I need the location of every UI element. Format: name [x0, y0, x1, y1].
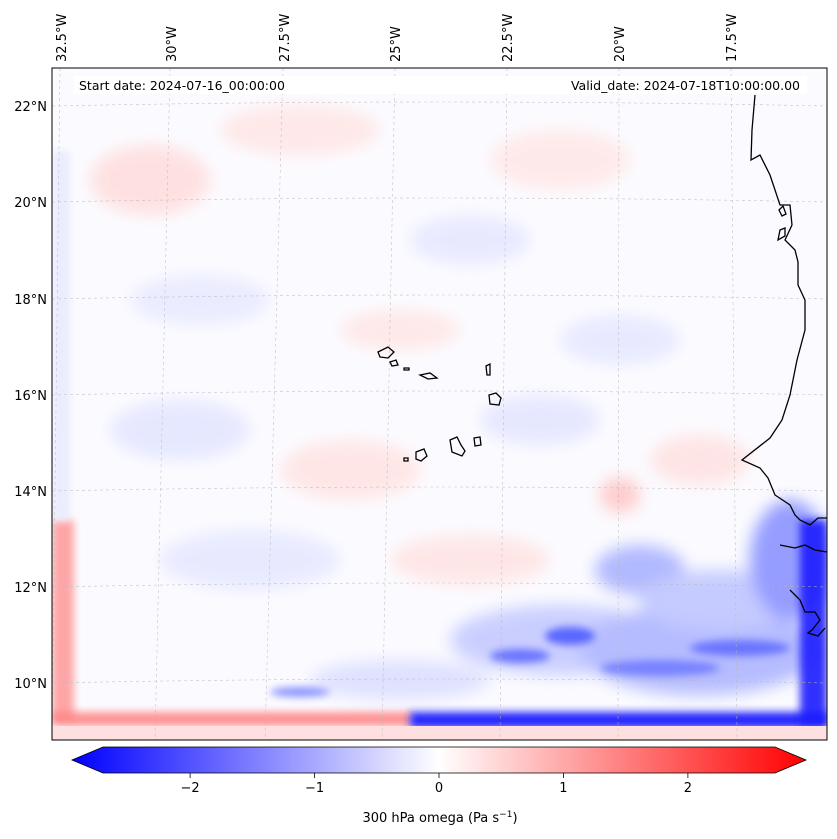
lon-label-25w: 25°W: [389, 26, 404, 62]
colorbar-ticks: −2 −1 0 1 2: [181, 773, 692, 796]
lon-label-17-5w: 17.5°W: [725, 14, 740, 62]
valid-date-text: Valid_date: 2024-07-18T10:00:00.00: [571, 78, 800, 93]
lon-label-27-5w: 27.5°W: [278, 14, 293, 62]
colorbar-tick-label: −2: [181, 781, 200, 796]
colorbar-tick-label: −1: [305, 781, 324, 796]
latitude-labels: 22°N 20°N 18°N 16°N 14°N 12°N 10°N: [14, 100, 47, 692]
lon-label-22-5w: 22.5°W: [501, 14, 516, 62]
lat-label-14n: 14°N: [14, 485, 47, 500]
lat-label-20n: 20°N: [14, 196, 47, 211]
colorbar-label: 300 hPa omega (Pa s−1): [362, 810, 517, 826]
lat-label-18n: 18°N: [14, 293, 47, 308]
colorbar-tick-label: 2: [684, 781, 692, 796]
colorbar-tick-label: 1: [559, 781, 567, 796]
lat-label-22n: 22°N: [14, 100, 47, 115]
lon-label-32-5w: 32.5°W: [55, 14, 70, 62]
omega-field: [52, 68, 827, 740]
lat-label-10n: 10°N: [14, 677, 47, 692]
info-strip: [74, 76, 807, 94]
longitude-labels: 32.5°W 30°W 27.5°W 25°W 22.5°W 20°W 17.5…: [55, 14, 740, 62]
map-frame: [51, 67, 828, 741]
lat-label-16n: 16°N: [14, 389, 47, 404]
lon-label-30w: 30°W: [165, 26, 180, 62]
colorbar-bar: [70, 746, 808, 774]
lat-label-12n: 12°N: [14, 581, 47, 596]
colorbar-tick-label: 0: [435, 781, 443, 796]
colorbar: −2 −1 0 1 2 300 hPa omega (Pa s−1): [70, 746, 808, 826]
lon-label-20w: 20°W: [613, 26, 628, 62]
gridlines: [52, 68, 827, 740]
start-date-text: Start date: 2024-07-16_00:00:00: [79, 78, 285, 93]
coastlines: [377, 94, 827, 637]
